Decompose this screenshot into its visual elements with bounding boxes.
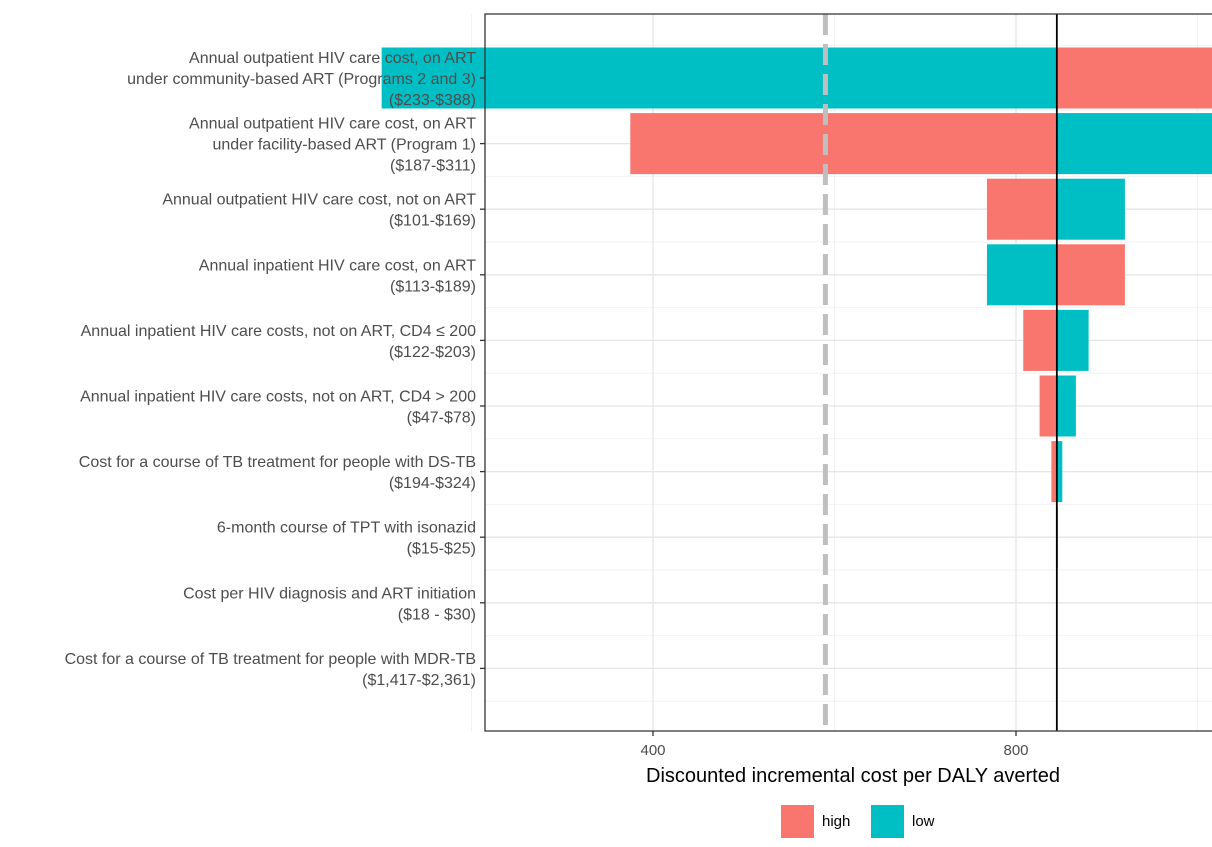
y-tick-label: under community-based ART (Programs 2 an… (127, 71, 476, 88)
legend: high low (781, 805, 935, 838)
bar-low-3 (1056, 178, 1125, 240)
bar-high-7 (1051, 441, 1057, 503)
y-tick-label: Annual inpatient HIV care costs, not on … (80, 389, 476, 406)
bar-high-6 (1039, 375, 1057, 437)
bar-low-4 (986, 244, 1057, 306)
y-tick-label: Annual outpatient HIV care cost, on ART (189, 116, 476, 133)
minor-gridlines (471, 14, 1212, 731)
bar-low-2 (1056, 113, 1212, 175)
y-tick-label: ($194-$324) (389, 475, 476, 492)
bar-low-7 (1056, 441, 1063, 503)
y-tick-label: under facility-based ART (Program 1) (212, 137, 476, 154)
panel-border (484, 13, 1212, 732)
legend-key-low (871, 805, 904, 838)
y-tick-label: ($47-$78) (407, 410, 476, 427)
bars (381, 47, 1212, 568)
x-tick-label: 800 (1003, 742, 1028, 759)
x-axis-title: Discounted incremental cost per DALY ave… (646, 765, 1060, 787)
y-tick-label: Annual inpatient HIV care costs, not on … (81, 323, 476, 340)
bar-high-4 (1056, 244, 1125, 306)
y-tick-label: ($187-$311) (390, 158, 476, 175)
bar-high-2 (630, 113, 1057, 175)
y-tick-label: Cost per HIV diagnosis and ART initiatio… (183, 585, 476, 602)
y-tick-label: ($18 - $30) (398, 606, 476, 623)
y-tick-label: ($122-$203) (389, 344, 476, 361)
y-tick-label: Annual outpatient HIV care cost, not on … (162, 192, 476, 209)
x-tick-label: 400 (640, 742, 665, 759)
bar-high-1 (1056, 47, 1212, 109)
y-tick-label: ($113-$189) (390, 278, 476, 295)
legend-key-high (781, 805, 814, 838)
legend-label-high: high (822, 813, 850, 830)
y-tick-label: ($1,417-$2,361) (362, 672, 476, 689)
y-tick-label: ($101-$169) (389, 213, 476, 230)
bar-low-6 (1056, 375, 1076, 437)
bar-low-5 (1056, 309, 1089, 371)
panel-border-line (484, 13, 1212, 732)
y-axis-ticks: Annual outpatient HIV care cost, on ART u… (65, 50, 485, 689)
y-tick-label: Annual outpatient HIV care cost, on ART (189, 50, 476, 67)
y-tick-label: Annual inpatient HIV care cost, on ART (199, 257, 476, 274)
x-axis-ticks: 40080012001600 (640, 731, 1029, 759)
y-tick-label: Cost for a course of TB treatment for pe… (65, 651, 476, 668)
bar-high-5 (1023, 309, 1057, 371)
bar-high-3 (986, 178, 1057, 240)
legend-label-low: low (912, 813, 935, 830)
y-tick-label: ($15-$25) (407, 541, 476, 558)
bar-low-1 (381, 47, 1057, 109)
y-tick-label: Cost for a course of TB treatment for pe… (79, 454, 476, 471)
y-tick-label: 6-month course of TPT with isonazid (217, 520, 476, 537)
y-tick-label: ($233-$388) (389, 92, 476, 109)
